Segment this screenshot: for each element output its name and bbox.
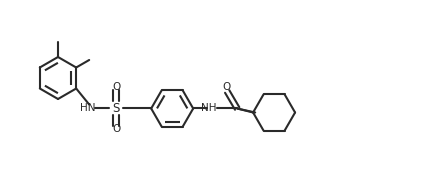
Text: S: S [112, 102, 120, 115]
Text: O: O [222, 82, 230, 93]
Text: HN: HN [81, 104, 96, 113]
Text: NH: NH [201, 104, 217, 113]
Text: O: O [112, 82, 120, 93]
Text: O: O [112, 124, 120, 135]
